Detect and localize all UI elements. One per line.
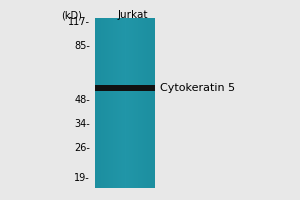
Text: 48-: 48- xyxy=(74,95,90,105)
Text: 117-: 117- xyxy=(68,17,90,27)
Bar xyxy=(95,18,155,188)
Text: (kD): (kD) xyxy=(61,10,82,20)
Text: Cytokeratin 5: Cytokeratin 5 xyxy=(160,83,235,93)
Bar xyxy=(95,85,155,91)
Text: 85-: 85- xyxy=(74,41,90,51)
Text: 34-: 34- xyxy=(74,119,90,129)
Text: 19-: 19- xyxy=(74,173,90,183)
Text: 26-: 26- xyxy=(74,143,90,153)
Text: Jurkat: Jurkat xyxy=(118,10,148,20)
